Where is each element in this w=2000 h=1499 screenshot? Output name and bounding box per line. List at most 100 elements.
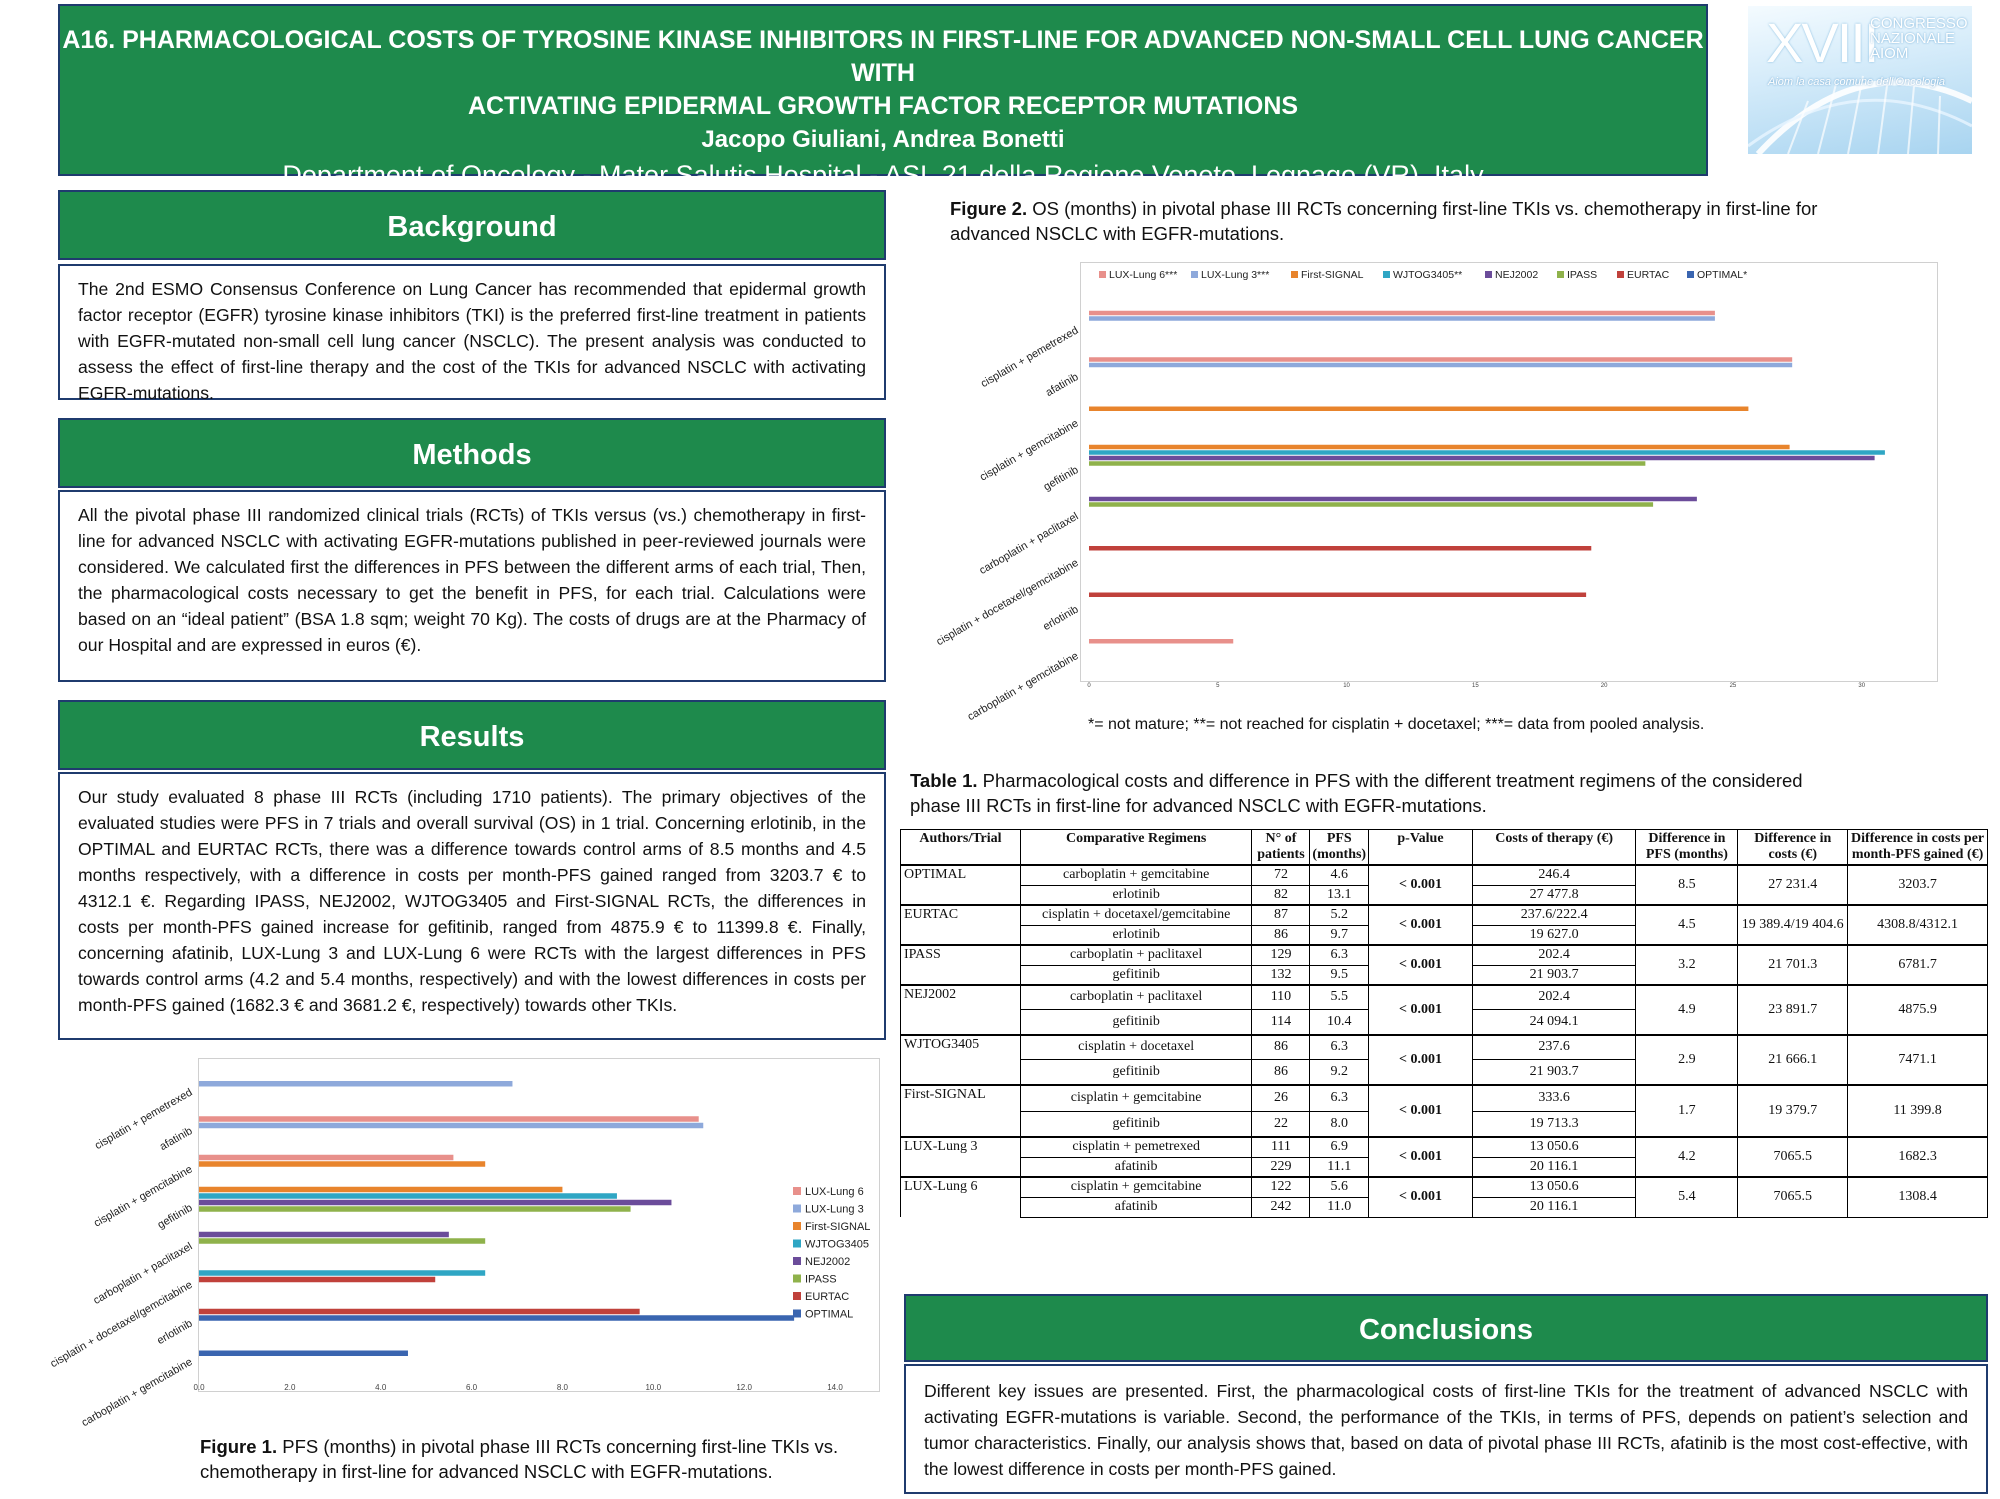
tick-label: 12.0 [736, 1383, 752, 1392]
logo-numeral: XVIII [1766, 11, 1879, 74]
table-cell: < 0.001 [1368, 1034, 1473, 1086]
legend-swatch [1291, 271, 1298, 278]
bar [199, 1231, 449, 1238]
table-row: First-SIGNAL cisplatin + gemcitabine 26 6.3… [900, 1084, 1988, 1138]
tick-label: 20 [1601, 683, 1608, 689]
table-cell: 19 713.3 [1471, 1110, 1637, 1138]
table-cell: 202.4 [1471, 944, 1637, 966]
table-cell: 6.3 [1309, 1034, 1370, 1060]
table-row: afatinib 242 11.0 20 116.1 [900, 1196, 1988, 1218]
results-text: Our study evaluated 8 phase III RCTs (in… [58, 772, 886, 1040]
table-cell: erlotinib [1019, 924, 1253, 946]
table-cell: 333.6 [1471, 1084, 1637, 1112]
table-cell: 6.9 [1309, 1136, 1370, 1158]
bar [199, 1081, 513, 1087]
table-cell: < 0.001 [1368, 944, 1473, 986]
category-label: afatinib [1044, 371, 1081, 399]
bar [199, 1315, 795, 1321]
table-cell: 13 050.6 [1471, 1136, 1637, 1158]
table-cell: 19 627.0 [1471, 924, 1637, 946]
table-cell: 7065.5 [1737, 1176, 1849, 1218]
title-line-2: ACTIVATING EPIDERMAL GROWTH FACTOR RECEP… [467, 92, 1299, 120]
table-cell: 3.2 [1635, 944, 1739, 986]
category-label: afatinib [158, 1125, 195, 1153]
trial-name: WJTOG3405 [900, 1034, 1021, 1059]
table-cell: 19 379.7 [1737, 1084, 1849, 1138]
tick-label: 14.0 [827, 1383, 843, 1392]
table-cell: 5.4 [1635, 1176, 1739, 1218]
table-cell: 3203.7 [1847, 864, 1988, 906]
background-title: Background [58, 190, 886, 260]
table-1: Authors/Trial Comparative Regimens N° of… [900, 829, 1988, 1218]
table-row: IPASS carboplatin + paclitaxel 129 6.3 < 0.0… [900, 944, 1988, 986]
table-cell: 4.6 [1309, 864, 1370, 886]
trial-name: LUX-Lung 6 [900, 1176, 1021, 1197]
table-cell: 5.5 [1309, 984, 1370, 1010]
table-cell: 1682.3 [1847, 1136, 1988, 1178]
logo-text: CONGRESSO NAZIONALE AIOM [1870, 15, 1968, 62]
table-cell: 2.9 [1635, 1034, 1739, 1086]
tick-label: 6.0 [466, 1383, 478, 1392]
legend-swatch [1383, 271, 1390, 278]
col-header: p-Value [1368, 829, 1473, 866]
bar [1089, 444, 1790, 450]
legend-swatch [793, 1257, 801, 1265]
table-row: NEJ2002 carboplatin + paclitaxel 110 5.5 < 0… [900, 984, 1988, 1036]
bar [199, 1186, 563, 1193]
table-cell: 6.3 [1309, 944, 1370, 966]
legend-swatch [793, 1292, 801, 1300]
table-cell: cisplatin + docetaxel [1019, 1034, 1253, 1060]
category-label: erlotinib [1041, 603, 1080, 633]
table-cell: 21 666.1 [1737, 1034, 1849, 1086]
table-cell: 1308.4 [1847, 1176, 1988, 1218]
category-label: gefitinib [1042, 464, 1081, 493]
col-header: Authors/Trial [900, 829, 1021, 866]
table-row: erlotinib 86 9.7 19 627.0 [900, 924, 1988, 946]
table-cell: 26 [1251, 1084, 1311, 1112]
bar [1089, 450, 1885, 455]
table-cell: 237.6/222.4 [1471, 904, 1637, 926]
category-label: cisplatin + docetaxel/gemcitabine [934, 557, 1080, 648]
bar [199, 1270, 486, 1276]
bar [1089, 455, 1875, 461]
table-cell: 6781.7 [1847, 944, 1988, 986]
table-cell: 20 116.1 [1471, 1196, 1637, 1218]
table-cell: 246.4 [1471, 864, 1637, 886]
legend-swatch [1557, 271, 1564, 278]
table-cell: 86 [1251, 1034, 1311, 1060]
table-cell: 27 231.4 [1737, 864, 1849, 906]
table-cell: 7065.5 [1737, 1136, 1849, 1178]
bar [1089, 461, 1646, 466]
background-text: The 2nd ESMO Consensus Conference on Lun… [58, 264, 886, 403]
congress-logo: XVIII CONGRESSO NAZIONALE AIOM Aiom la cas… [1748, 6, 1972, 154]
table-cell: 110 [1251, 984, 1311, 1010]
table-cell: 132 [1251, 964, 1311, 986]
table-cell: < 0.001 [1368, 1136, 1473, 1178]
table-cell: 9.5 [1309, 964, 1370, 986]
bar [1089, 310, 1715, 316]
table-cell: 21 903.7 [1471, 964, 1637, 986]
table-cell: 122 [1251, 1176, 1311, 1198]
table-cell: 13 050.6 [1471, 1176, 1637, 1198]
legend-swatch [793, 1187, 801, 1195]
methods-text: All the pivotal phase III randomized cli… [58, 490, 886, 682]
tick-label: 30 [1858, 683, 1865, 689]
legend-label: WJTOG3405** [1393, 269, 1462, 281]
figure-2-chart: cisplatin + pemetrexed afatinib cisplatin … [934, 262, 1938, 723]
table-cell: < 0.001 [1368, 984, 1473, 1036]
conclusions-title: Conclusions [904, 1294, 1988, 1362]
table-cell: 237.6 [1471, 1034, 1637, 1060]
table-header-row: Authors/Trial Comparative Regimens N° of… [900, 829, 1988, 866]
table-row: erlotinib 82 13.1 27 477.8 [900, 884, 1988, 906]
table-cell: 5.6 [1309, 1176, 1370, 1198]
bar [199, 1350, 408, 1356]
bar [199, 1161, 486, 1167]
bridge-graphic [1748, 75, 1972, 154]
bar [199, 1116, 699, 1122]
trial-name: LUX-Lung 3 [900, 1136, 1021, 1157]
table-cell: 4308.8/4312.1 [1847, 904, 1988, 946]
bar [1089, 357, 1793, 362]
table-cell: 4875.9 [1847, 984, 1988, 1036]
legend-swatch [793, 1239, 801, 1248]
table-row: EURTAC cisplatin + docetaxel/gemcitabine 8… [900, 904, 1988, 946]
